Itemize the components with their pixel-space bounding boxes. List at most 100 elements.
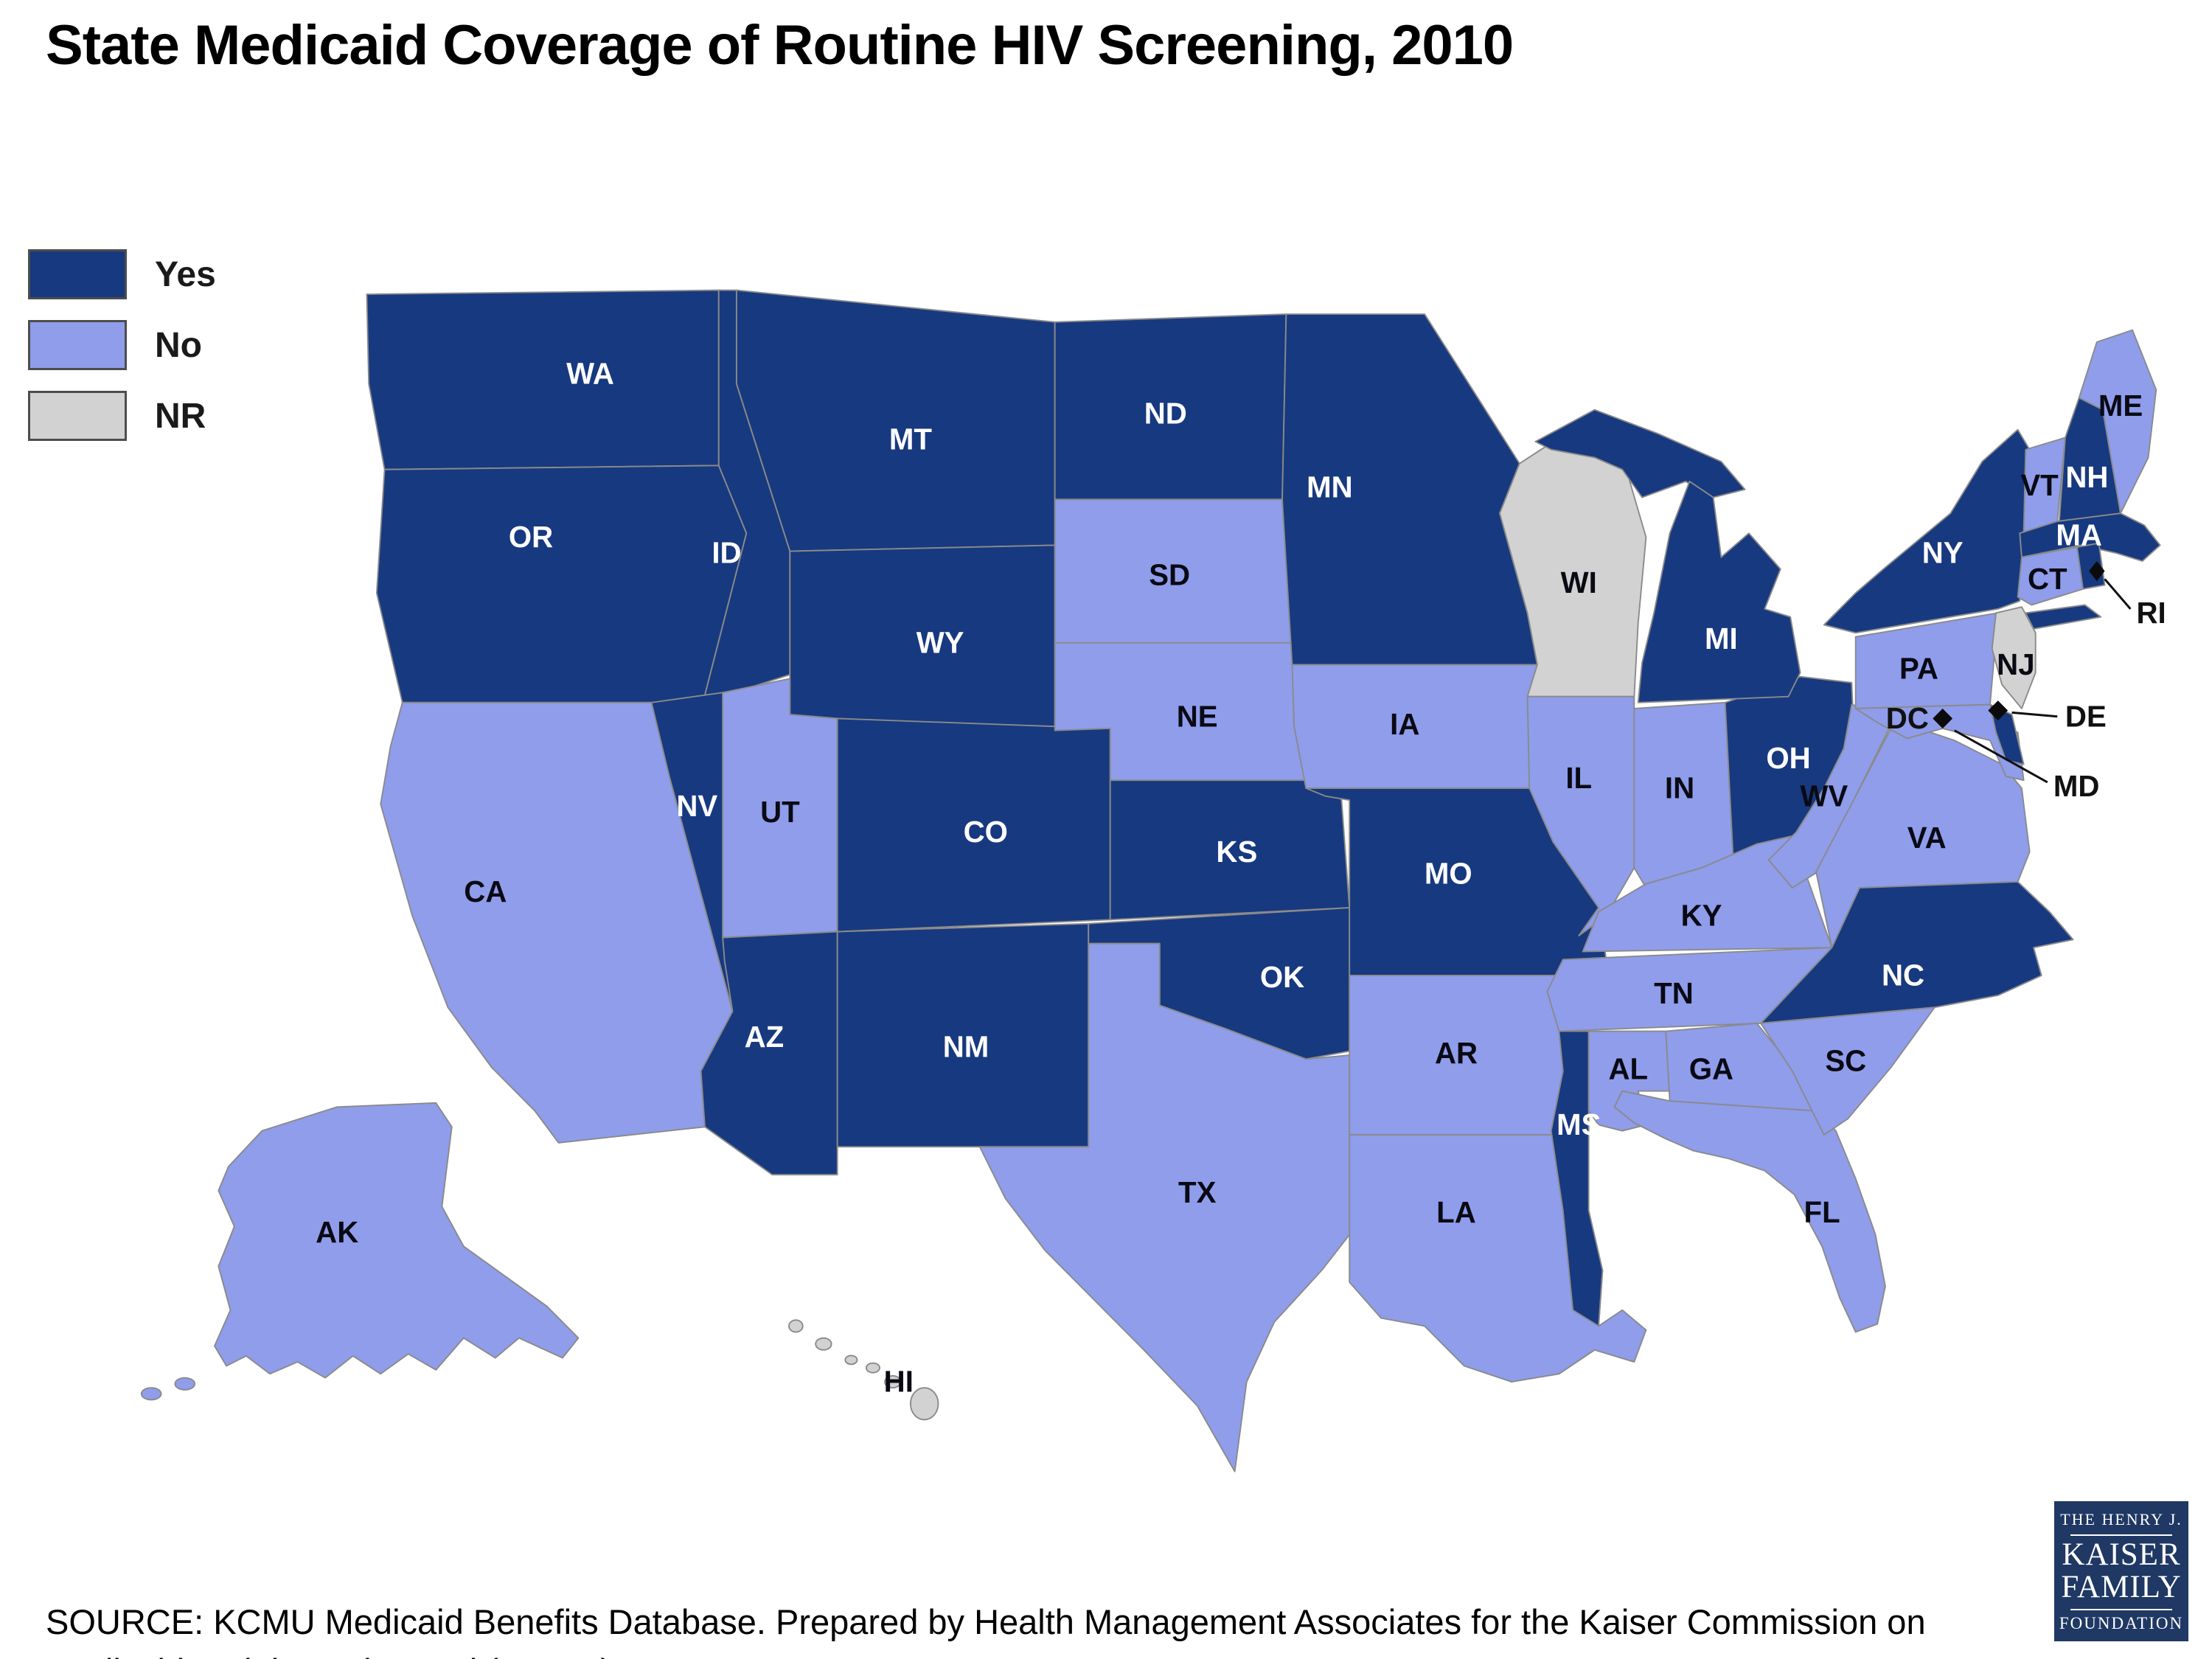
state-wv (1767, 703, 1896, 889)
state-label-ut: UT (760, 795, 800, 829)
state-label-vt: VT (2020, 468, 2059, 502)
logo-line-3: FAMILY (2061, 1570, 2182, 1604)
state-label-pa: PA (1899, 651, 1938, 685)
state-label-mo: MO (1425, 857, 1472, 891)
state-label-ga: GA (1689, 1051, 1733, 1085)
state-ak-aleutian-1 (140, 1387, 162, 1401)
marker-label-dc: DC (1886, 701, 1929, 735)
state-label-ma: MA (2056, 518, 2102, 552)
state-label-mt: MT (889, 422, 932, 456)
legend-swatch-nr (28, 391, 127, 441)
state-label-nm: NM (943, 1030, 990, 1064)
state-hi-island-1 (788, 1319, 804, 1333)
state-ny-long-island (2025, 604, 2102, 630)
state-label-va: VA (1907, 821, 1947, 855)
state-wa (366, 289, 720, 470)
state-label-oh: OH (1766, 741, 1810, 775)
logo-rule-top (2070, 1534, 2172, 1536)
state-label-or: OR (509, 520, 553, 554)
legend-swatch-no (28, 320, 127, 370)
state-label-wy: WY (917, 625, 964, 659)
state-label-ak: AK (316, 1215, 358, 1249)
state-ak-aleutian-2 (174, 1377, 196, 1391)
state-label-il: IL (1565, 761, 1592, 795)
state-hi-island-2 (815, 1337, 832, 1351)
state-ky (1582, 835, 1833, 953)
state-hi-island-6 (909, 1387, 939, 1421)
state-label-ks: KS (1216, 835, 1257, 869)
de-leader-line (2011, 711, 2058, 718)
state-label-tx: TX (1178, 1175, 1216, 1209)
state-label-az: AZ (745, 1020, 785, 1054)
state-label-wi: WI (1561, 566, 1597, 599)
state-tn (1546, 947, 1833, 1032)
state-ia (1291, 664, 1560, 789)
state-label-hi: HI (884, 1364, 914, 1398)
state-tx (978, 942, 1374, 1472)
legend-swatch-yes (28, 249, 127, 299)
logo-rule-bottom (2070, 1609, 2172, 1611)
state-label-fl: FL (1804, 1195, 1840, 1229)
state-ct (2017, 546, 2084, 606)
state-label-mi: MI (1705, 622, 1738, 655)
state-label-in: IN (1665, 771, 1694, 804)
state-ak (214, 1102, 580, 1379)
state-label-ms: MS (1557, 1107, 1601, 1141)
us-map: WA OR CA ID NV UT AZ MT WY CO NM ND SD N… (140, 289, 2164, 1472)
state-mt (735, 289, 1056, 552)
callout-label-de: DE (2065, 699, 2107, 733)
state-fl (1613, 1090, 1886, 1333)
source-text: SOURCE: KCMU Medicaid Benefits Database.… (46, 1602, 1926, 1659)
legend-item-yes: Yes (28, 248, 216, 301)
state-me (2078, 329, 2157, 515)
state-label-nc: NC (1882, 958, 1924, 992)
dc-marker-diamond (1933, 708, 1953, 728)
state-ks (1109, 779, 1351, 921)
state-label-nh: NH (2065, 460, 2108, 494)
state-or (375, 465, 748, 703)
state-label-mn: MN (1307, 470, 1353, 504)
legend-label-yes: Yes (155, 254, 216, 294)
legend-label-no: No (155, 325, 202, 365)
state-label-ny: NY (1922, 536, 1964, 570)
state-label-nd: ND (1144, 396, 1187, 430)
callout-label-ri: RI (2136, 596, 2164, 630)
state-label-ca: CA (464, 874, 507, 908)
logo-line-2: KAISER (2062, 1537, 2181, 1572)
logo-line-1: THE HENRY J. (2060, 1510, 2183, 1528)
state-label-id: ID (712, 536, 741, 570)
state-label-tn: TN (1654, 976, 1694, 1010)
state-hi-island-3 (844, 1354, 858, 1366)
state-mi-lower (1637, 481, 1801, 703)
state-label-ky: KY (1681, 898, 1722, 932)
state-label-ia: IA (1390, 707, 1419, 741)
legend: Yes No NR (28, 248, 216, 460)
state-label-nj: NJ (1997, 647, 2034, 681)
state-label-wa: WA (566, 356, 614, 390)
state-label-al: AL (1608, 1051, 1648, 1085)
state-label-ok: OK (1260, 960, 1304, 994)
page-title: State Medicaid Coverage of Routine HIV S… (46, 14, 1514, 77)
legend-item-nr: NR (28, 389, 216, 442)
state-label-ct: CT (2028, 562, 2067, 596)
ri-marker-diamond (2089, 561, 2105, 582)
state-label-co: CO (964, 815, 1008, 849)
logo-line-4: FOUNDATION (2059, 1614, 2184, 1633)
state-label-ar: AR (1435, 1036, 1478, 1070)
ri-leader-line (2104, 578, 2132, 610)
state-label-la: LA (1436, 1195, 1476, 1229)
md-leader-line (1954, 729, 2048, 784)
legend-item-no: No (28, 319, 216, 372)
callout-label-md: MD (2053, 769, 2100, 803)
legend-label-nr: NR (155, 396, 206, 436)
state-hi-island-5 (884, 1375, 902, 1389)
state-la (1349, 1134, 1647, 1383)
kaiser-family-foundation-logo: THE HENRY J. KAISER FAMILY FOUNDATION (2054, 1501, 2188, 1641)
state-nj (1991, 606, 2037, 709)
state-label-me: ME (2098, 389, 2143, 422)
state-label-sc: SC (1825, 1043, 1866, 1077)
state-label-wv: WV (1800, 779, 1848, 813)
state-ms (1550, 1030, 1604, 1327)
state-label-ne: NE (1177, 699, 1218, 733)
